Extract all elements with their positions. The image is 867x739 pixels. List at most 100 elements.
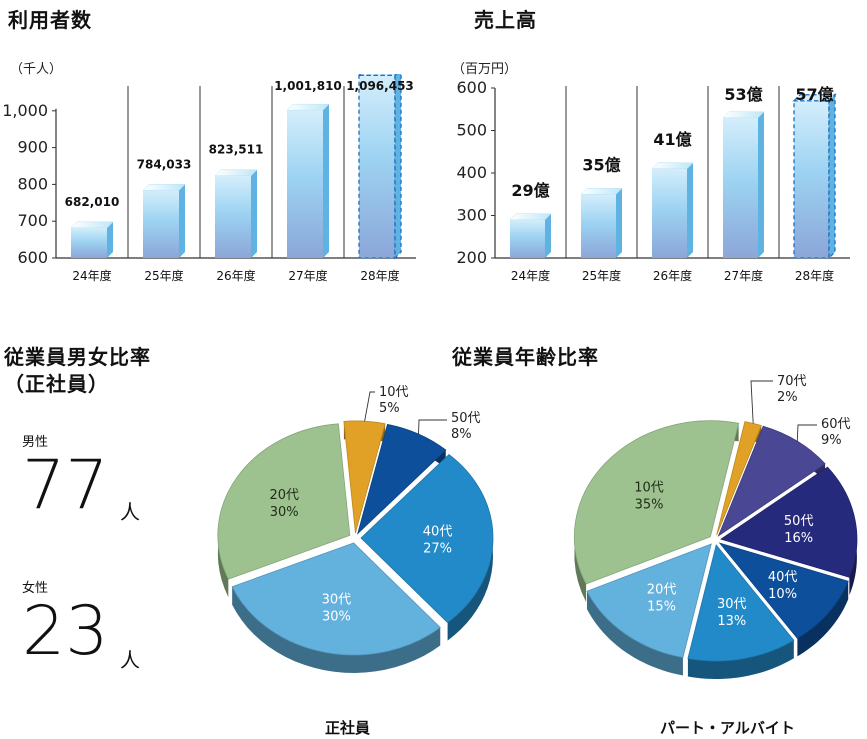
- x-tick-label: 28年度: [360, 268, 399, 283]
- bar-top: [70, 221, 114, 229]
- part-time-pie-title: パート・アルバイト: [660, 719, 795, 737]
- slice-label: 40代: [768, 570, 798, 585]
- male-unit: 人: [120, 500, 140, 524]
- bar-projected-side: [394, 74, 402, 260]
- x-tick-label: 28年度: [795, 268, 834, 283]
- bar-value-label: 57億: [795, 85, 833, 104]
- y-tick-label: 900: [17, 138, 48, 157]
- bar-side: [179, 184, 185, 258]
- bar-value-label: 784,033: [137, 157, 192, 171]
- bar-top: [722, 111, 765, 118]
- callout-line: [364, 391, 375, 422]
- slice-label: 20代: [269, 488, 299, 503]
- slice-percent: 5%: [379, 401, 400, 416]
- x-tick-label: 25年度: [582, 268, 621, 283]
- bar-value-label: 35億: [582, 155, 620, 174]
- bar-value-label: 823,511: [209, 143, 264, 157]
- bar-side: [687, 162, 693, 258]
- bar-top: [651, 162, 694, 169]
- gender-ratio-title: 従業員男女比率: [4, 345, 151, 369]
- callout-line: [796, 424, 817, 442]
- bar: [143, 190, 179, 258]
- x-tick-label: 26年度: [653, 268, 692, 283]
- bar-top: [580, 188, 623, 195]
- bar: [71, 227, 107, 258]
- bar-value-label: 53億: [724, 85, 762, 104]
- y-tick-label: 500: [456, 121, 487, 140]
- bar-value-label: 29億: [511, 181, 549, 200]
- pie-slice: [231, 542, 441, 656]
- slice-label: 20代: [647, 582, 677, 597]
- bar-projected: [793, 100, 830, 259]
- x-tick-label: 27年度: [288, 268, 327, 283]
- bar-value-label: 41億: [653, 130, 691, 149]
- bar-side: [251, 169, 257, 258]
- bar: [723, 117, 758, 258]
- pie-slice-side: [586, 591, 683, 676]
- sales-chart-unit: （百万円）: [452, 62, 518, 77]
- slice-label: 50代: [451, 411, 481, 426]
- bar-side: [545, 213, 551, 258]
- slice-label: 50代: [784, 514, 814, 529]
- slice-percent: 13%: [717, 614, 746, 629]
- female-unit: 人: [120, 648, 140, 672]
- pie-slice: [716, 421, 762, 536]
- pie-slice: [586, 543, 712, 658]
- male-label: 男性: [22, 435, 49, 450]
- bar-value-label: 1,096,453: [346, 79, 414, 93]
- slice-percent: 9%: [821, 433, 842, 448]
- slice-label: 30代: [717, 597, 747, 612]
- sales-bar-chart: 200 300 400 500 600 29億 24年度 35億 25年度 41億 26年度 53億 2…: [456, 78, 850, 283]
- bar: [287, 110, 323, 259]
- sales-chart-title: 売上高: [474, 8, 537, 32]
- bar-side: [323, 104, 329, 259]
- slice-percent: 16%: [784, 531, 813, 546]
- slice-percent: 8%: [451, 427, 472, 442]
- age-ratio-title: 従業員年齢比率: [452, 345, 599, 369]
- bar-side: [616, 188, 622, 258]
- y-tick-label: 800: [17, 174, 48, 193]
- x-tick-label: 24年度: [72, 268, 111, 283]
- slice-label: 60代: [821, 417, 851, 432]
- x-tick-label: 27年度: [724, 268, 763, 283]
- bar-side: [758, 111, 764, 258]
- slice-percent: 10%: [768, 587, 797, 602]
- pie-slice: [717, 425, 826, 537]
- pie-slice: [719, 466, 858, 578]
- slice-percent: 35%: [635, 497, 664, 512]
- bar-top: [286, 103, 330, 111]
- bar: [652, 168, 687, 258]
- callout-line: [418, 419, 447, 435]
- callout-line: [750, 380, 773, 424]
- x-tick-label: 24年度: [511, 268, 550, 283]
- bar: [510, 219, 545, 258]
- y-tick-label: 700: [17, 211, 48, 230]
- regular-employee-pie-title: 正社員: [325, 719, 371, 737]
- slice-label: 30代: [322, 592, 352, 607]
- bar-value-label: 1,001,810: [274, 79, 342, 93]
- pie-slice: [687, 544, 795, 662]
- gender-ratio-subtitle: （正社員）: [4, 372, 109, 396]
- slice-label: 70代: [777, 374, 807, 389]
- users-chart-title: 利用者数: [8, 8, 92, 32]
- x-tick-label: 26年度: [216, 268, 255, 283]
- pie-slice-side: [797, 581, 849, 657]
- slice-percent: 15%: [647, 599, 676, 614]
- male-count: 77: [22, 446, 109, 525]
- slice-label: 10代: [379, 385, 409, 400]
- bar-top: [509, 213, 552, 220]
- pie-slice: [217, 423, 351, 580]
- slice-percent: 27%: [423, 541, 452, 556]
- pie-slice: [718, 542, 849, 639]
- y-tick-label: 1,000: [2, 101, 48, 120]
- pie-slice: [573, 420, 740, 585]
- slice-percent: 30%: [270, 505, 299, 520]
- bar-top: [142, 184, 186, 191]
- slice-percent: 2%: [777, 390, 798, 405]
- bar-value-label: 682,010: [65, 195, 120, 209]
- bar: [581, 194, 616, 258]
- bar-side: [107, 221, 113, 258]
- slice-label: 40代: [423, 524, 453, 539]
